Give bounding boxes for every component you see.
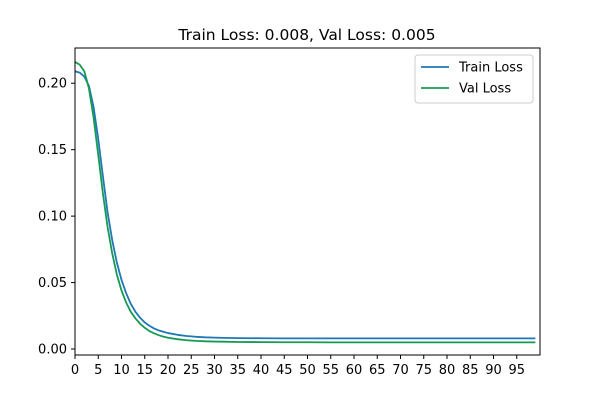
y-tick-label: 0.10 [38,210,67,225]
x-tick-label: 30 [206,363,223,378]
x-tick-label: 50 [299,363,316,378]
x-tick-label: 65 [369,363,386,378]
y-tick-label: 0.05 [38,276,67,291]
x-tick-label: 55 [322,363,339,378]
legend: Train Loss Val Loss [414,54,534,104]
y-tick-label: 0.20 [38,77,67,92]
series-line-train-loss [75,70,536,340]
x-tick-label: 5 [94,363,102,378]
y-tick-label: 0.00 [38,343,67,358]
x-tick-label: 75 [415,363,432,378]
x-tick-label: 25 [183,363,200,378]
legend-label: Train Loss [458,61,523,76]
x-tick-label: 0 [71,363,79,378]
x-tick-label: 85 [462,363,479,378]
x-tick-label: 15 [136,363,153,378]
x-tick-label: 10 [113,363,130,378]
x-tick-label: 80 [439,363,456,378]
x-tick-label: 20 [160,363,177,378]
axes: 0 5 10 15 20 25 30 35 40 45 50 55 60 65 70 75 80 85 90 95 0.… [38,47,541,378]
chart-title: Train Loss: 0.008, Val Loss: 0.005 [177,26,435,44]
series-line-val-loss [75,61,536,344]
x-tick-label: 70 [392,363,409,378]
x-tick-label: 40 [253,363,270,378]
x-tick-label: 45 [276,363,293,378]
legend-label: Val Loss [459,82,511,97]
plot-area [75,61,536,344]
x-tick-label: 35 [229,363,246,378]
x-tick-label: 95 [508,363,525,378]
x-tick-label: 90 [485,363,502,378]
x-tick-label: 60 [346,363,363,378]
y-tick-label: 0.15 [38,143,67,158]
